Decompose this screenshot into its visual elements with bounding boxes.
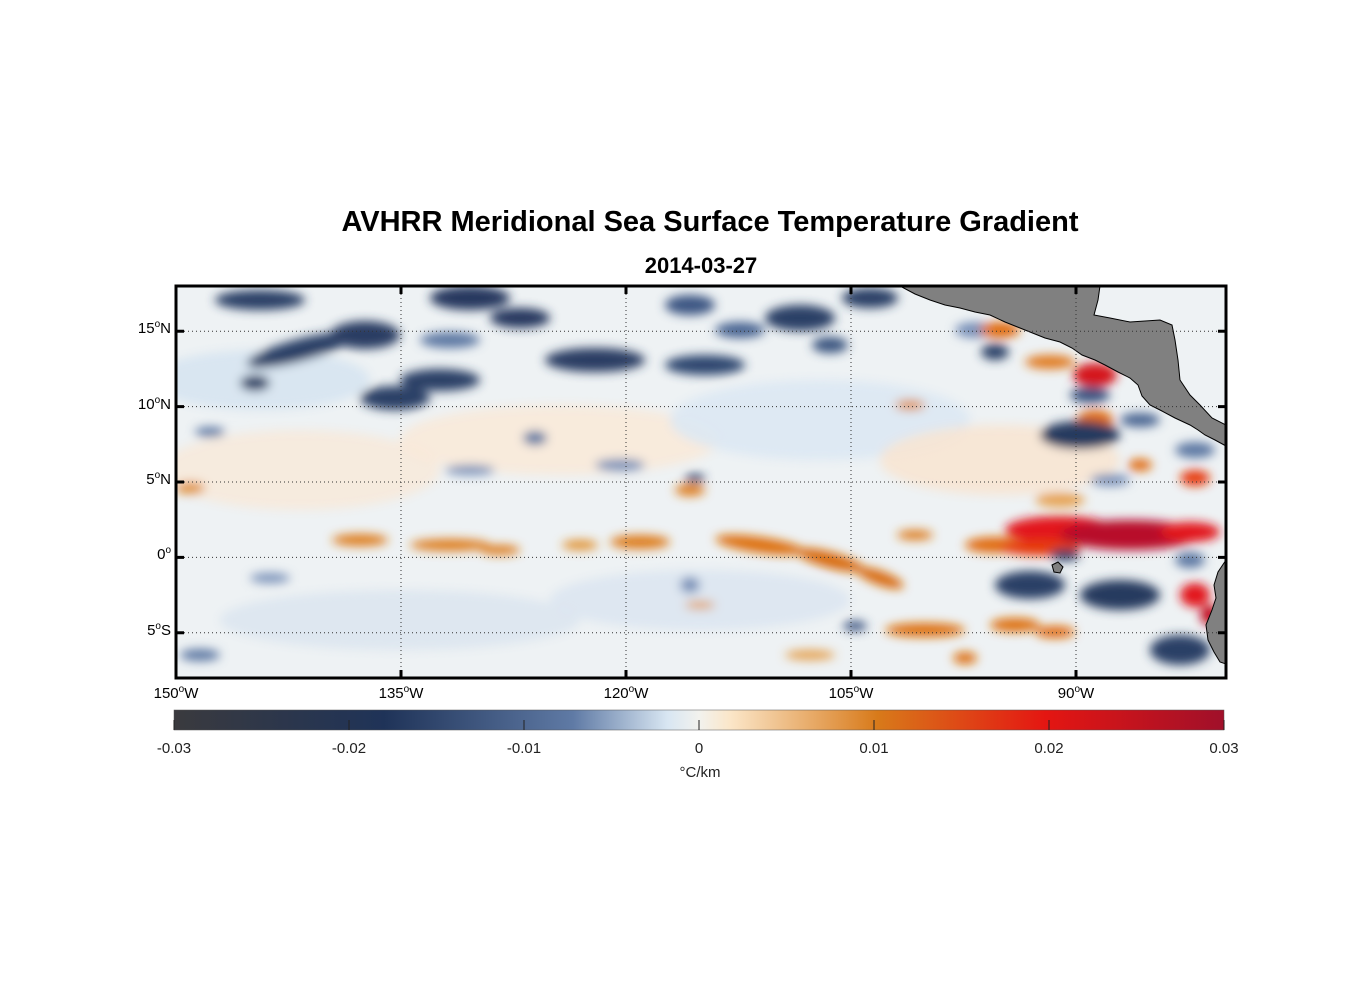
colorbar-tick-label: 0.01 [859, 740, 889, 757]
colorbar-tickmarks [173, 720, 1225, 730]
gradient-field [176, 286, 1220, 665]
colorbar-unit-label: °C/km [679, 764, 721, 781]
colorbar-tick-label: 0 [694, 740, 704, 757]
chart-subtitle: 2014-03-27 [644, 253, 758, 278]
lon-tick-label: 150oW [153, 684, 199, 702]
frame-tickmarks [174, 286, 1226, 678]
lat-tick-label: 0o [157, 545, 171, 564]
colorbar-tick-label: 0.02 [1034, 740, 1064, 757]
lon-tick-label: 135oW [378, 684, 424, 702]
chart-title: AVHRR Meridional Sea Surface Temperature… [341, 206, 1079, 238]
land-galapagos [1051, 561, 1064, 574]
land-south-america [1205, 559, 1226, 665]
lat-tick-label: 5oN [146, 470, 171, 488]
colorbar-tick-label: -0.02 [331, 740, 367, 757]
lon-tick-label: 120oW [603, 684, 649, 702]
graticule [176, 286, 1226, 678]
land-central-america [899, 286, 1226, 447]
lon-tick-label: 90oW [1057, 684, 1095, 702]
lon-tick-label: 105oW [828, 684, 874, 702]
colorbar-tick-label: -0.03 [156, 740, 192, 757]
lat-tick-label: 10oN [137, 394, 171, 413]
colorbar-tick-label: -0.01 [506, 740, 542, 757]
lat-tick-label: 5oS [147, 620, 171, 639]
colorbar-tick-label: 0.03 [1209, 740, 1239, 757]
lat-tick-label: 15oN [137, 319, 171, 338]
